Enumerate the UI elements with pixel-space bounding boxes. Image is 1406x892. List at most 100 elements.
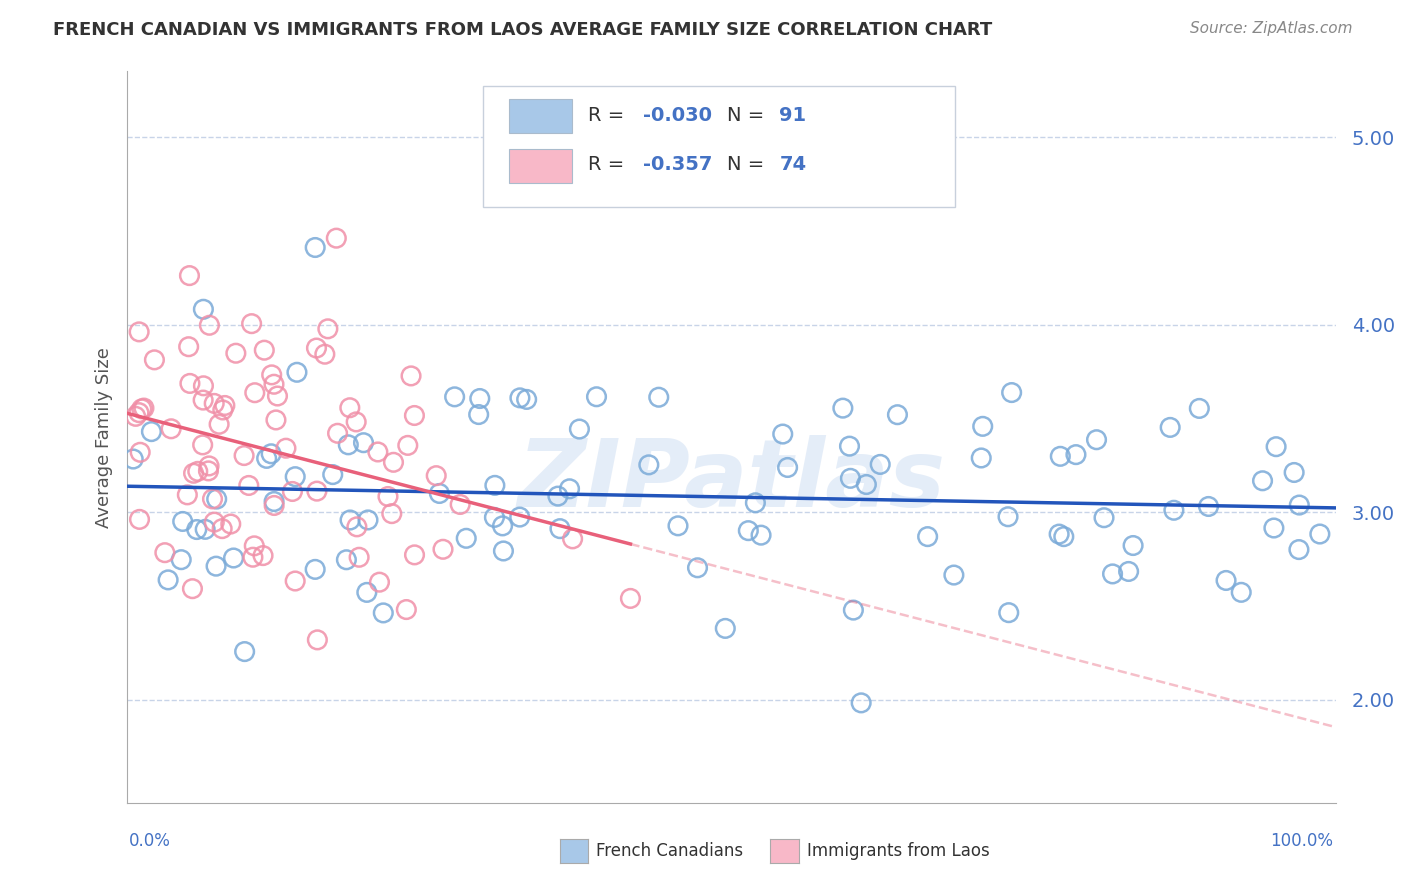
Text: Source: ZipAtlas.com: Source: ZipAtlas.com [1189,21,1353,36]
Point [131,401,153,416]
Point [970,450,993,465]
Point [666,518,689,533]
Point [181,582,204,596]
Point [456,531,478,545]
Point [274,441,297,455]
Point [356,585,378,599]
Point [997,606,1019,620]
Point [284,469,307,483]
Point [193,379,215,393]
Point [208,417,231,432]
Point [242,550,264,565]
Point [558,482,581,496]
Text: French Canadians: French Canadians [596,842,744,860]
Point [211,403,233,417]
Point [1198,500,1220,514]
Point [193,302,215,317]
Point [1309,527,1331,541]
Point [243,385,266,400]
Y-axis label: Average Family Size: Average Family Size [94,347,112,527]
Point [346,520,368,534]
Point [219,516,242,531]
Text: ZIPatlas: ZIPatlas [517,435,945,527]
Point [373,606,395,620]
Point [191,438,214,452]
Point [1230,585,1253,599]
Point [849,696,872,710]
Point [404,409,426,423]
Point [492,544,515,558]
Point [128,325,150,339]
Point [568,422,591,436]
FancyBboxPatch shape [484,86,955,207]
Text: N =: N = [727,106,770,125]
Point [425,468,447,483]
Point [176,488,198,502]
Point [344,415,367,429]
Point [855,477,877,491]
Text: R =: R = [589,155,631,175]
Point [1265,440,1288,454]
Point [337,438,360,452]
Point [737,524,759,538]
Point [205,492,228,507]
Text: R =: R = [589,106,631,125]
Point [284,574,307,588]
Point [128,512,150,526]
Point [838,439,860,453]
Point [368,575,391,590]
Point [243,539,266,553]
Point [585,390,607,404]
Point [467,408,489,422]
Point [143,352,166,367]
Point [197,464,219,478]
Point [776,460,799,475]
Point [240,317,263,331]
Point [1085,433,1108,447]
Point [429,486,451,500]
Point [205,559,228,574]
Point [509,510,531,524]
Point [509,391,531,405]
Point [1118,565,1140,579]
Point [484,510,506,524]
Point [396,438,419,452]
Point [128,406,150,420]
Point [377,490,399,504]
Point [335,553,357,567]
Point [305,484,328,499]
Point [749,528,772,542]
Point [381,507,404,521]
Text: Immigrants from Laos: Immigrants from Laos [807,842,990,860]
Point [619,591,641,606]
Point [1001,385,1024,400]
Point [285,365,308,379]
Point [353,435,375,450]
Point [917,530,939,544]
Point [548,522,571,536]
Point [686,561,709,575]
Point [1163,503,1185,517]
Point [304,240,326,254]
Point [314,347,336,361]
Point [316,322,339,336]
Point [484,478,506,492]
Point [831,401,853,416]
FancyBboxPatch shape [509,99,571,133]
Point [347,550,370,565]
Point [233,644,256,658]
Point [382,455,405,469]
FancyBboxPatch shape [509,149,571,183]
Point [222,551,245,566]
Text: N =: N = [727,155,770,175]
Point [547,489,569,503]
Point [1188,401,1211,416]
Point [183,467,205,481]
Point [886,408,908,422]
Point [395,602,418,616]
Point [266,389,288,403]
Point [449,498,471,512]
Point [198,318,221,333]
Point [132,401,155,416]
Point [491,519,513,533]
